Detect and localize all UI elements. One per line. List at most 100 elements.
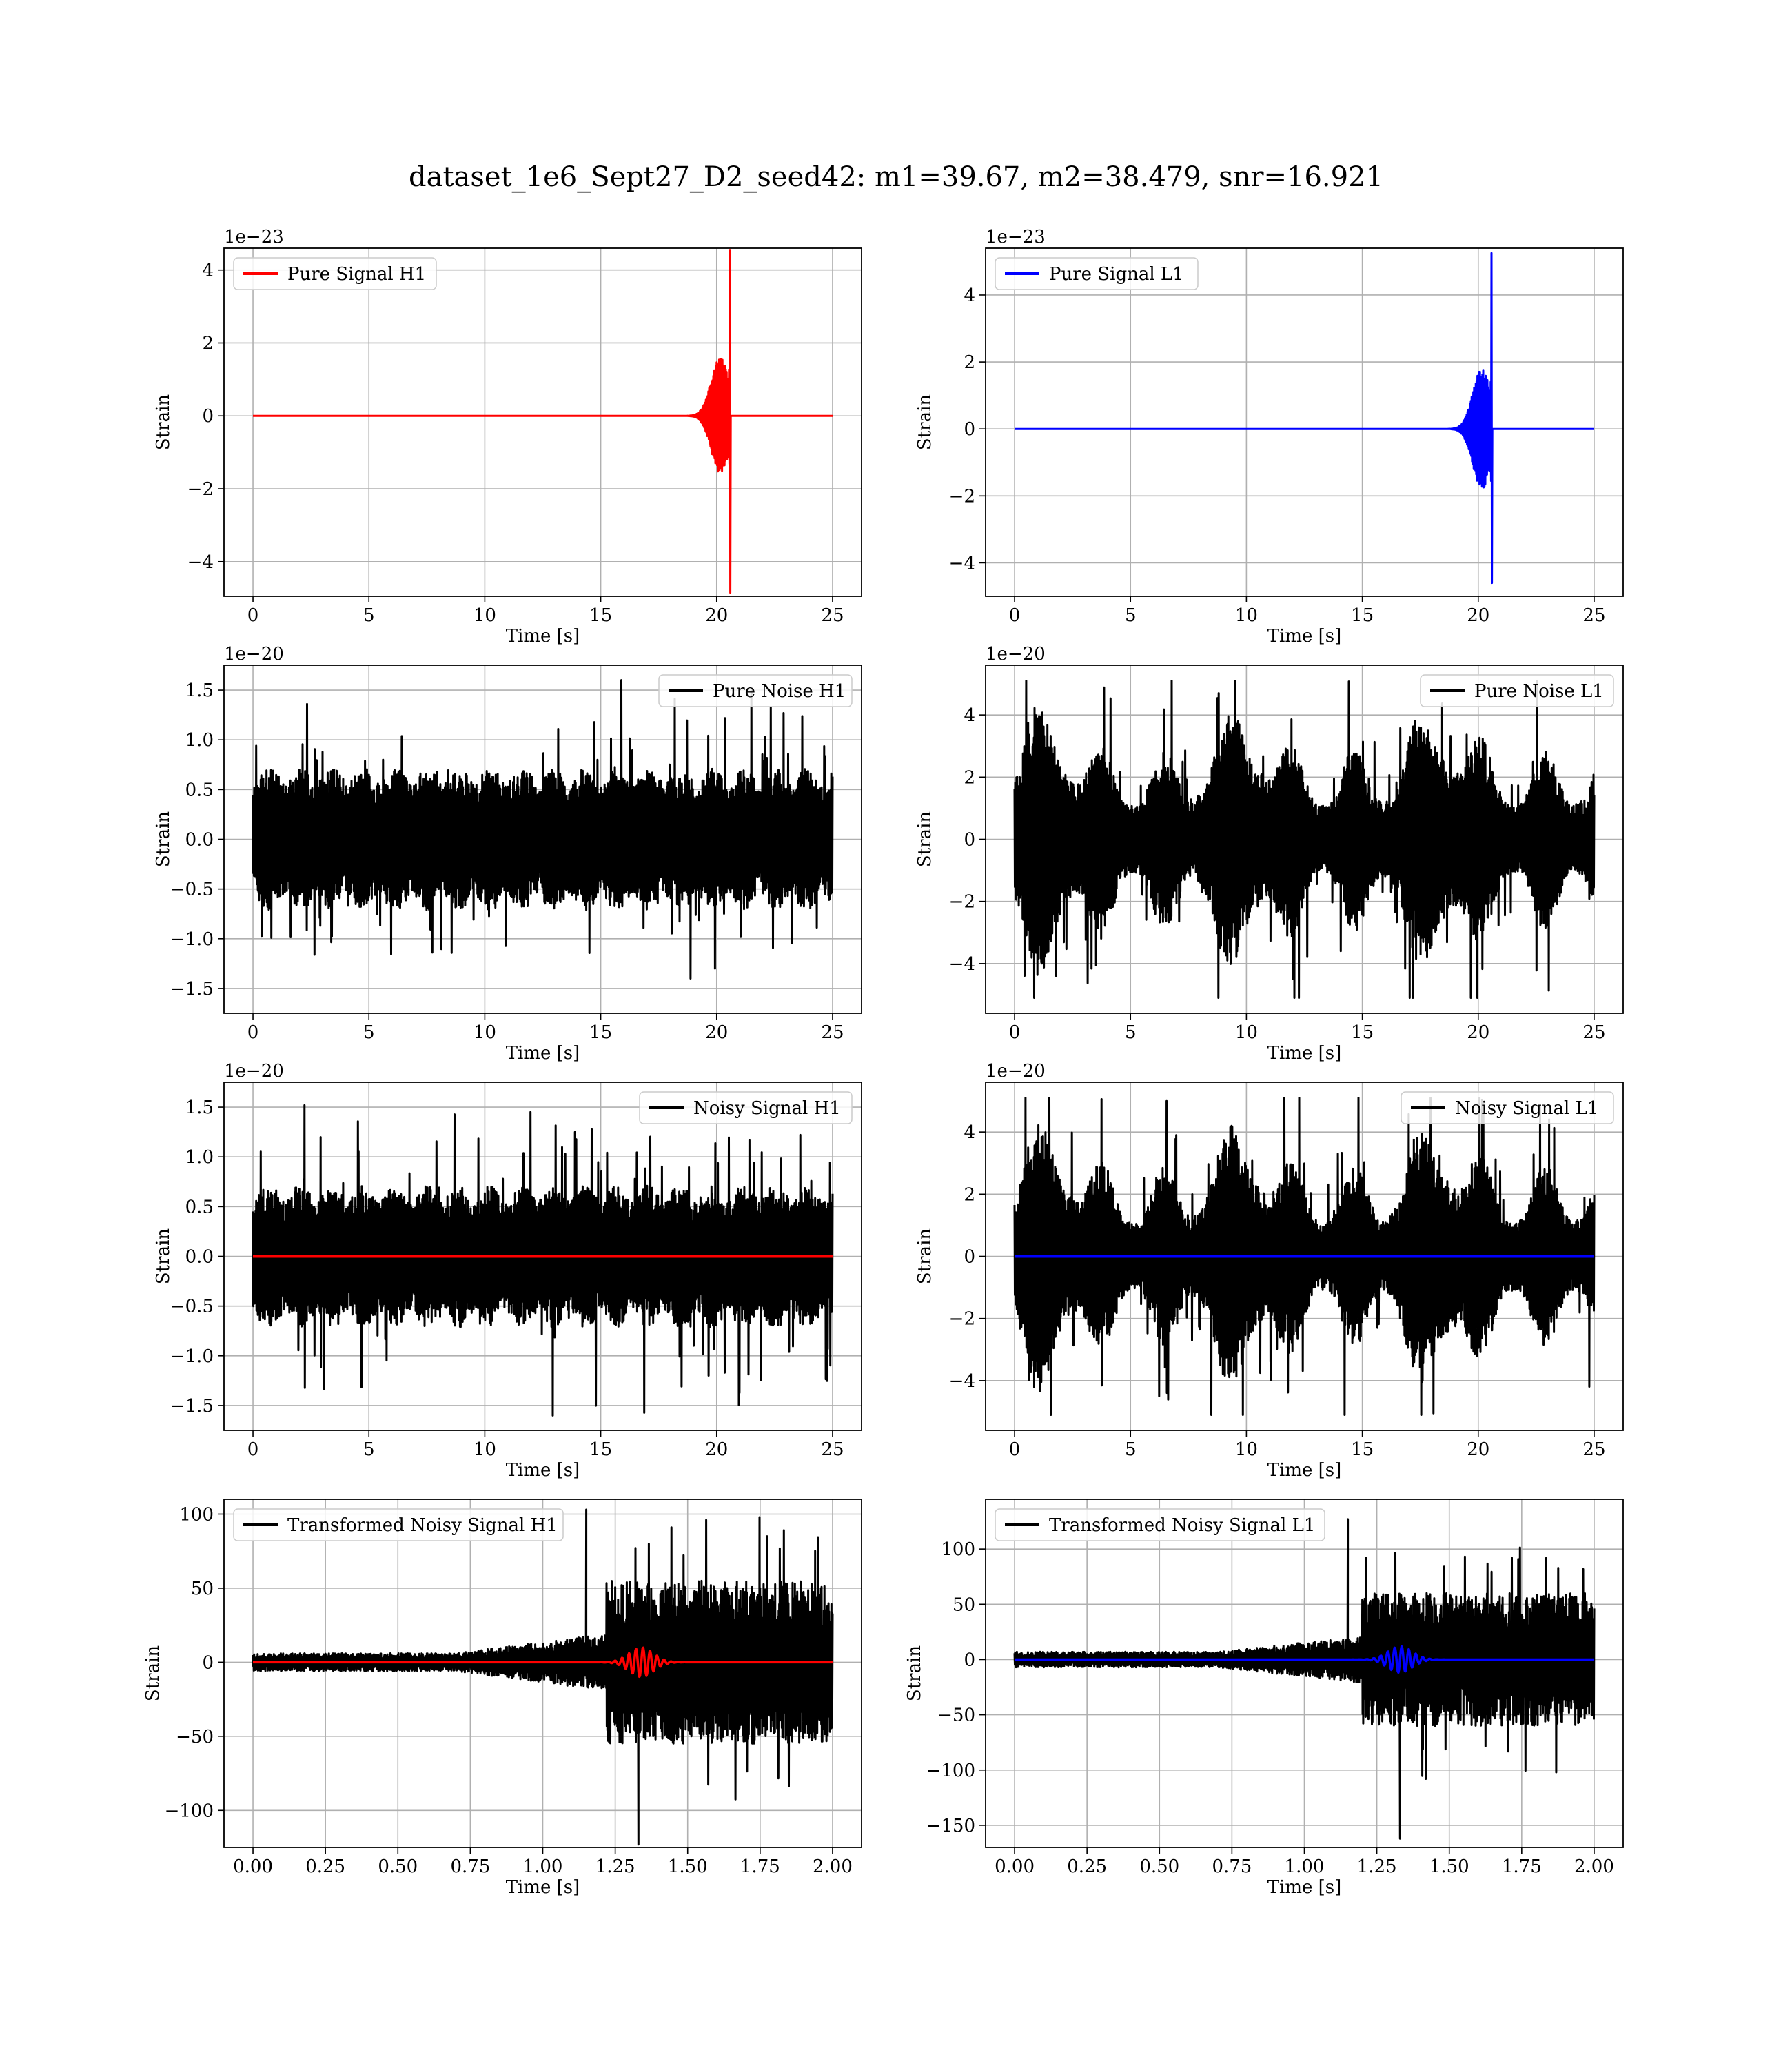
y-tick-label: −150 xyxy=(926,1816,975,1836)
y-tick-label: 0 xyxy=(964,1650,975,1670)
y-tick-label: 1.5 xyxy=(185,1097,214,1118)
legend-label: Pure Signal L1 xyxy=(1049,264,1184,285)
x-axis-label: Time [s] xyxy=(1267,1877,1342,1898)
plot-area xyxy=(252,679,834,980)
y-offset-label: 1e−20 xyxy=(224,644,284,665)
y-tick-label: 2 xyxy=(964,1184,975,1205)
legend: Transformed Noisy Signal H1 xyxy=(233,1508,564,1541)
x-tick-label: 15 xyxy=(1351,1439,1374,1460)
x-tick-label: 20 xyxy=(705,1022,728,1043)
y-tick-label: −4 xyxy=(949,954,975,975)
legend-label: Pure Noise H1 xyxy=(713,681,846,702)
y-axis-label: Strain xyxy=(915,811,935,868)
legend-label: Transformed Noisy Signal H1 xyxy=(287,1515,558,1536)
y-tick-label: 4 xyxy=(964,705,975,726)
axes-frame xyxy=(223,247,862,597)
plot-area xyxy=(1013,1518,1596,1840)
legend-box xyxy=(1401,1091,1614,1124)
y-tick-label: 100 xyxy=(941,1539,975,1560)
x-tick-label: 0.50 xyxy=(1139,1856,1179,1877)
x-tick-label: 10 xyxy=(474,1439,496,1460)
x-tick-label: 1.50 xyxy=(1429,1856,1469,1877)
y-tick-label: −50 xyxy=(937,1705,975,1726)
y-tick-label: −100 xyxy=(926,1761,975,1781)
series-line xyxy=(252,1104,834,1417)
legend: Pure Noise H1 xyxy=(658,674,853,707)
y-tick-label: 50 xyxy=(191,1579,214,1599)
y-axis-label: Strain xyxy=(143,1645,163,1702)
y-tick-label: −4 xyxy=(187,552,214,573)
series-line xyxy=(1013,680,1596,999)
x-tick-label: 15 xyxy=(1351,605,1374,626)
plot-area xyxy=(1013,1097,1596,1416)
x-axis-label: Time [s] xyxy=(1267,1043,1342,1064)
series-line xyxy=(1014,252,1595,585)
x-tick-label: 1.75 xyxy=(1502,1856,1542,1877)
x-tick-label: 20 xyxy=(705,605,728,626)
x-tick-label: 1.25 xyxy=(1357,1856,1397,1877)
y-offset-label: 1e−20 xyxy=(224,1061,284,1082)
x-tick-label: 20 xyxy=(1467,605,1489,626)
figure-title: dataset_1e6_Sept27_D2_seed42: m1=39.67, … xyxy=(409,161,1383,193)
x-tick-label: 5 xyxy=(1125,1022,1137,1043)
legend: Pure Signal H1 xyxy=(233,257,437,290)
y-axis-label: Strain xyxy=(915,394,935,451)
x-tick-label: 0 xyxy=(247,1439,259,1460)
x-tick-label: 0.75 xyxy=(1212,1856,1252,1877)
x-axis-label: Time [s] xyxy=(1267,626,1342,647)
series-line xyxy=(1013,1518,1596,1840)
legend-box xyxy=(658,674,853,707)
grid-lines xyxy=(224,1499,862,1847)
y-tick-label: −100 xyxy=(165,1801,214,1821)
x-tick-label: 0.50 xyxy=(378,1856,418,1877)
legend: Noisy Signal L1 xyxy=(1401,1091,1614,1124)
y-tick-label: −4 xyxy=(949,1371,975,1392)
legend-box xyxy=(639,1091,853,1124)
y-tick-label: 0.0 xyxy=(185,1247,214,1268)
y-offset-label: 1e−20 xyxy=(986,644,1046,665)
x-axis-label: Time [s] xyxy=(506,1460,580,1481)
legend-box xyxy=(233,257,437,290)
y-tick-label: −1.0 xyxy=(170,929,214,950)
x-tick-label: 1.00 xyxy=(523,1856,563,1877)
y-tick-label: 1.0 xyxy=(185,730,214,751)
series-line xyxy=(1013,1097,1596,1416)
x-tick-label: 15 xyxy=(589,1022,612,1043)
x-tick-label: 20 xyxy=(705,1439,728,1460)
legend: Pure Noise L1 xyxy=(1420,674,1614,707)
x-tick-label: 0.25 xyxy=(1067,1856,1107,1877)
x-tick-label: 15 xyxy=(589,1439,612,1460)
x-tick-label: 5 xyxy=(363,1022,375,1043)
legend: Transformed Noisy Signal L1 xyxy=(995,1508,1325,1541)
x-tick-label: 25 xyxy=(1582,1439,1605,1460)
x-tick-label: 0 xyxy=(1009,1439,1021,1460)
y-tick-label: 4 xyxy=(964,285,975,306)
x-axis-label: Time [s] xyxy=(1267,1460,1342,1481)
y-tick-label: −2 xyxy=(187,479,214,500)
legend-label: Noisy Signal L1 xyxy=(1455,1098,1598,1119)
y-tick-label: −50 xyxy=(176,1727,214,1747)
y-tick-label: 0 xyxy=(964,1247,975,1268)
plot-area xyxy=(252,1104,834,1417)
legend: Pure Signal L1 xyxy=(995,257,1199,290)
y-tick-label: −2 xyxy=(949,486,975,507)
legend-label: Pure Signal H1 xyxy=(287,264,426,285)
axes-frame xyxy=(985,247,1624,597)
y-tick-label: 1.5 xyxy=(185,680,214,701)
panel-pure-signal-h1: 0 5 10 15 20 25 −4 −2 0 2 4 Time [s] Strain 1e−23Pure… xyxy=(153,227,862,647)
legend-box xyxy=(233,1508,564,1541)
x-tick-label: 5 xyxy=(363,1439,375,1460)
y-tick-label: 4 xyxy=(202,261,214,281)
y-tick-label: 2 xyxy=(964,352,975,373)
x-tick-label: 0 xyxy=(247,1022,259,1043)
legend-label: Transformed Noisy Signal L1 xyxy=(1049,1515,1315,1536)
y-tick-label: 50 xyxy=(953,1594,975,1615)
panel-pure-noise-l1: 0 5 10 15 20 25 −4 −2 0 2 4 Time [s] Strain 1e−20 Pure… xyxy=(915,644,1624,1064)
x-tick-label: 1.25 xyxy=(595,1856,635,1877)
panel-pure-noise-h1: 0 5 10 15 20 25 −1.5 −1.0 −0.5 0.0 0.5 1.0 1.5 Time [… xyxy=(153,644,862,1064)
legend-box xyxy=(1420,674,1614,707)
y-axis-label: Strain xyxy=(153,811,174,868)
panel-transformed-noisy-signal-l1: 0.00 0.25 0.50 0.75 1.00 1.25 1.50 1.75 2.00 −150… xyxy=(904,1499,1624,1898)
x-axis-label: Time [s] xyxy=(506,1877,580,1898)
